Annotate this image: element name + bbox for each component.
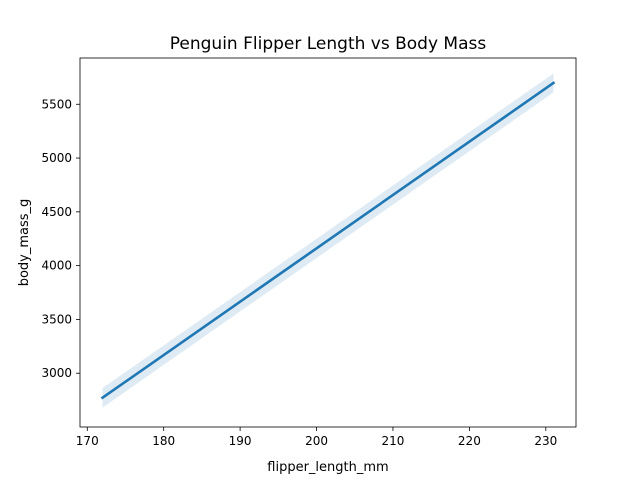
y-axis: 3000 3500 4000 4500 5000 5500 bbox=[41, 97, 80, 380]
series-line bbox=[100, 81, 556, 400]
x-tick-label: 180 bbox=[152, 434, 175, 448]
x-tick-label: 220 bbox=[458, 434, 481, 448]
y-tick-label: 5500 bbox=[41, 97, 72, 111]
x-tick-label: 200 bbox=[305, 434, 328, 448]
plot-area bbox=[100, 73, 556, 408]
y-tick-label: 3000 bbox=[41, 366, 72, 380]
x-tick-label: 190 bbox=[229, 434, 252, 448]
y-axis-label: body_mass_g bbox=[17, 199, 32, 287]
y-tick-label: 3500 bbox=[41, 312, 72, 326]
x-axis-label: flipper_length_mm bbox=[267, 460, 388, 475]
x-axis: 170 180 190 200 210 220 230 bbox=[76, 427, 557, 448]
y-tick-label: 4000 bbox=[41, 259, 72, 273]
x-tick-label: 210 bbox=[382, 434, 405, 448]
y-tick-label: 4500 bbox=[41, 205, 72, 219]
y-tick-label: 5000 bbox=[41, 151, 72, 165]
chart-title: Penguin Flipper Length vs Body Mass bbox=[170, 34, 487, 54]
plot-frame bbox=[79, 57, 577, 428]
x-tick-label: 230 bbox=[534, 434, 557, 448]
x-tick-label: 170 bbox=[76, 434, 99, 448]
